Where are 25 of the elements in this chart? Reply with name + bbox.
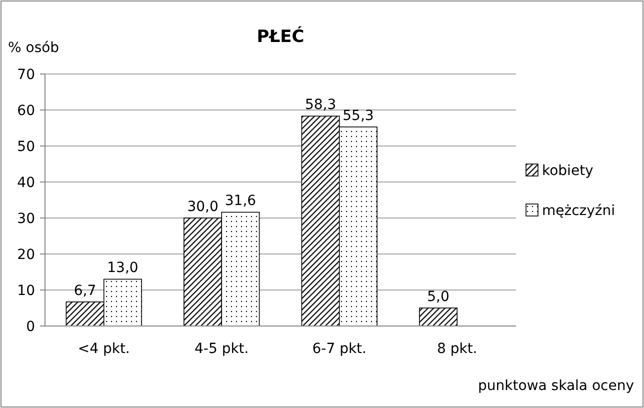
data-label: 55,3 — [342, 108, 374, 124]
y-tick-label: 40 — [17, 174, 35, 191]
data-label: 6,7 — [74, 282, 96, 299]
y-tick-label: 60 — [17, 102, 35, 119]
y-tick-label: 0 — [26, 318, 35, 335]
x-axis-title: punktowa skala oceny — [478, 378, 634, 394]
data-label: 5,0 — [427, 289, 450, 305]
y-tick-label: 10 — [17, 282, 35, 299]
x-tick-label: 8 pkt. — [436, 340, 478, 357]
legend-label: mężczyźni — [542, 202, 616, 219]
y-tick-label: 30 — [17, 210, 35, 227]
y-tick-label: 20 — [17, 246, 35, 263]
data-label: 31,6 — [224, 193, 256, 210]
y-tick-label: 50 — [17, 138, 35, 155]
x-tick-label: <4 pkt. — [78, 340, 130, 357]
chart-title: PŁEĆ — [256, 26, 304, 47]
data-label: 13,0 — [107, 260, 138, 276]
legend-label: kobiety — [542, 162, 594, 179]
bar — [419, 308, 458, 326]
x-tick-label: 4-5 pkt. — [194, 340, 249, 357]
y-axis-title: % osób — [8, 40, 60, 56]
x-tick-label: 6-7 pkt. — [312, 340, 366, 357]
y-tick-label: 70 — [17, 66, 35, 83]
data-label: 30,0 — [187, 199, 218, 215]
data-label: 58,3 — [304, 97, 336, 114]
